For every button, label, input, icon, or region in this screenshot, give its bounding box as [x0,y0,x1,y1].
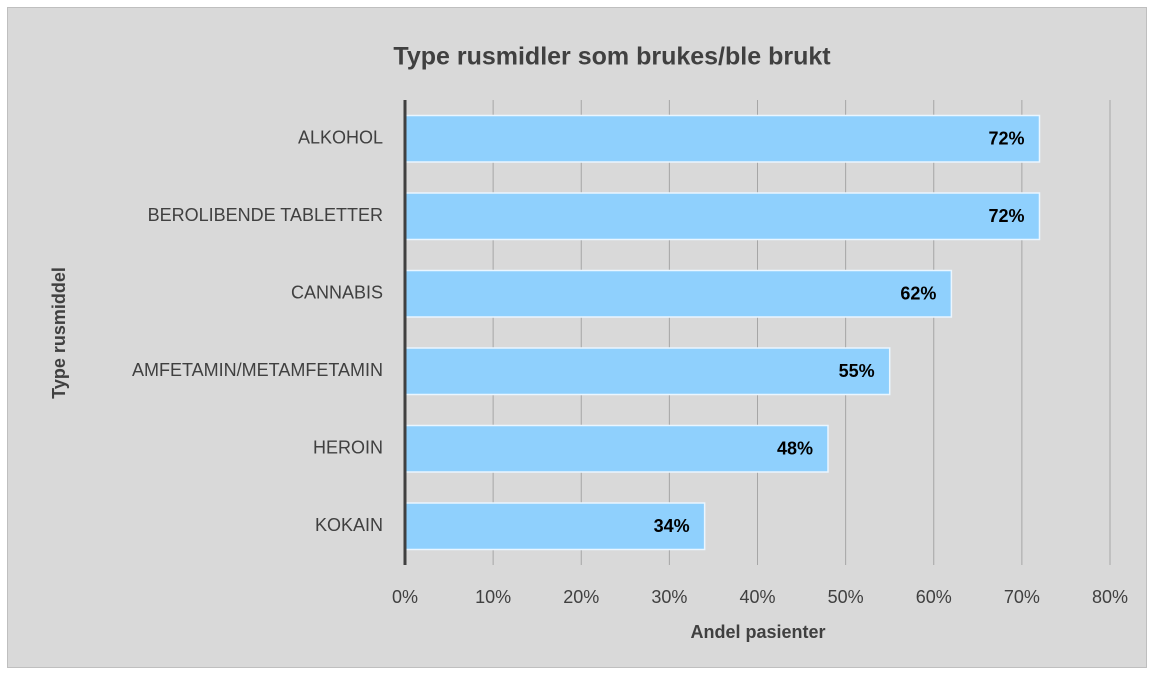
x-tick-label: 40% [739,587,775,607]
x-tick-label: 30% [651,587,687,607]
bar [404,502,706,551]
data-label: 62% [900,284,936,304]
data-label: 72% [988,206,1024,226]
bar [404,192,1041,241]
bar [404,114,1041,163]
data-label: 55% [839,361,875,381]
x-tick-label: 60% [916,587,952,607]
bar [404,347,891,396]
x-tick-label: 50% [828,587,864,607]
data-label: 72% [988,129,1024,149]
y-tick-label: BEROLIBENDE TABLETTER [148,205,383,225]
y-tick-label: CANNABIS [291,283,383,303]
x-tick-label: 70% [1004,587,1040,607]
chart-title: Type rusmidler som brukes/ble brukt [393,43,831,71]
data-label: 48% [777,439,813,459]
y-tick-label: ALKOHOL [298,128,383,148]
chart-background [7,7,1147,668]
x-tick-label: 20% [563,587,599,607]
x-axis-label: Andel pasienter [690,622,825,642]
y-tick-label: KOKAIN [315,515,383,535]
y-tick-label: AMFETAMIN/METAMFETAMIN [132,360,383,380]
x-tick-label: 0% [392,587,418,607]
y-tick-label: HEROIN [313,438,383,458]
y-axis-label: Type rusmiddel [49,267,69,399]
x-tick-label: 10% [475,587,511,607]
x-tick-label: 80% [1092,587,1128,607]
data-label: 34% [654,516,690,536]
bar [404,269,953,318]
bar [404,424,829,473]
